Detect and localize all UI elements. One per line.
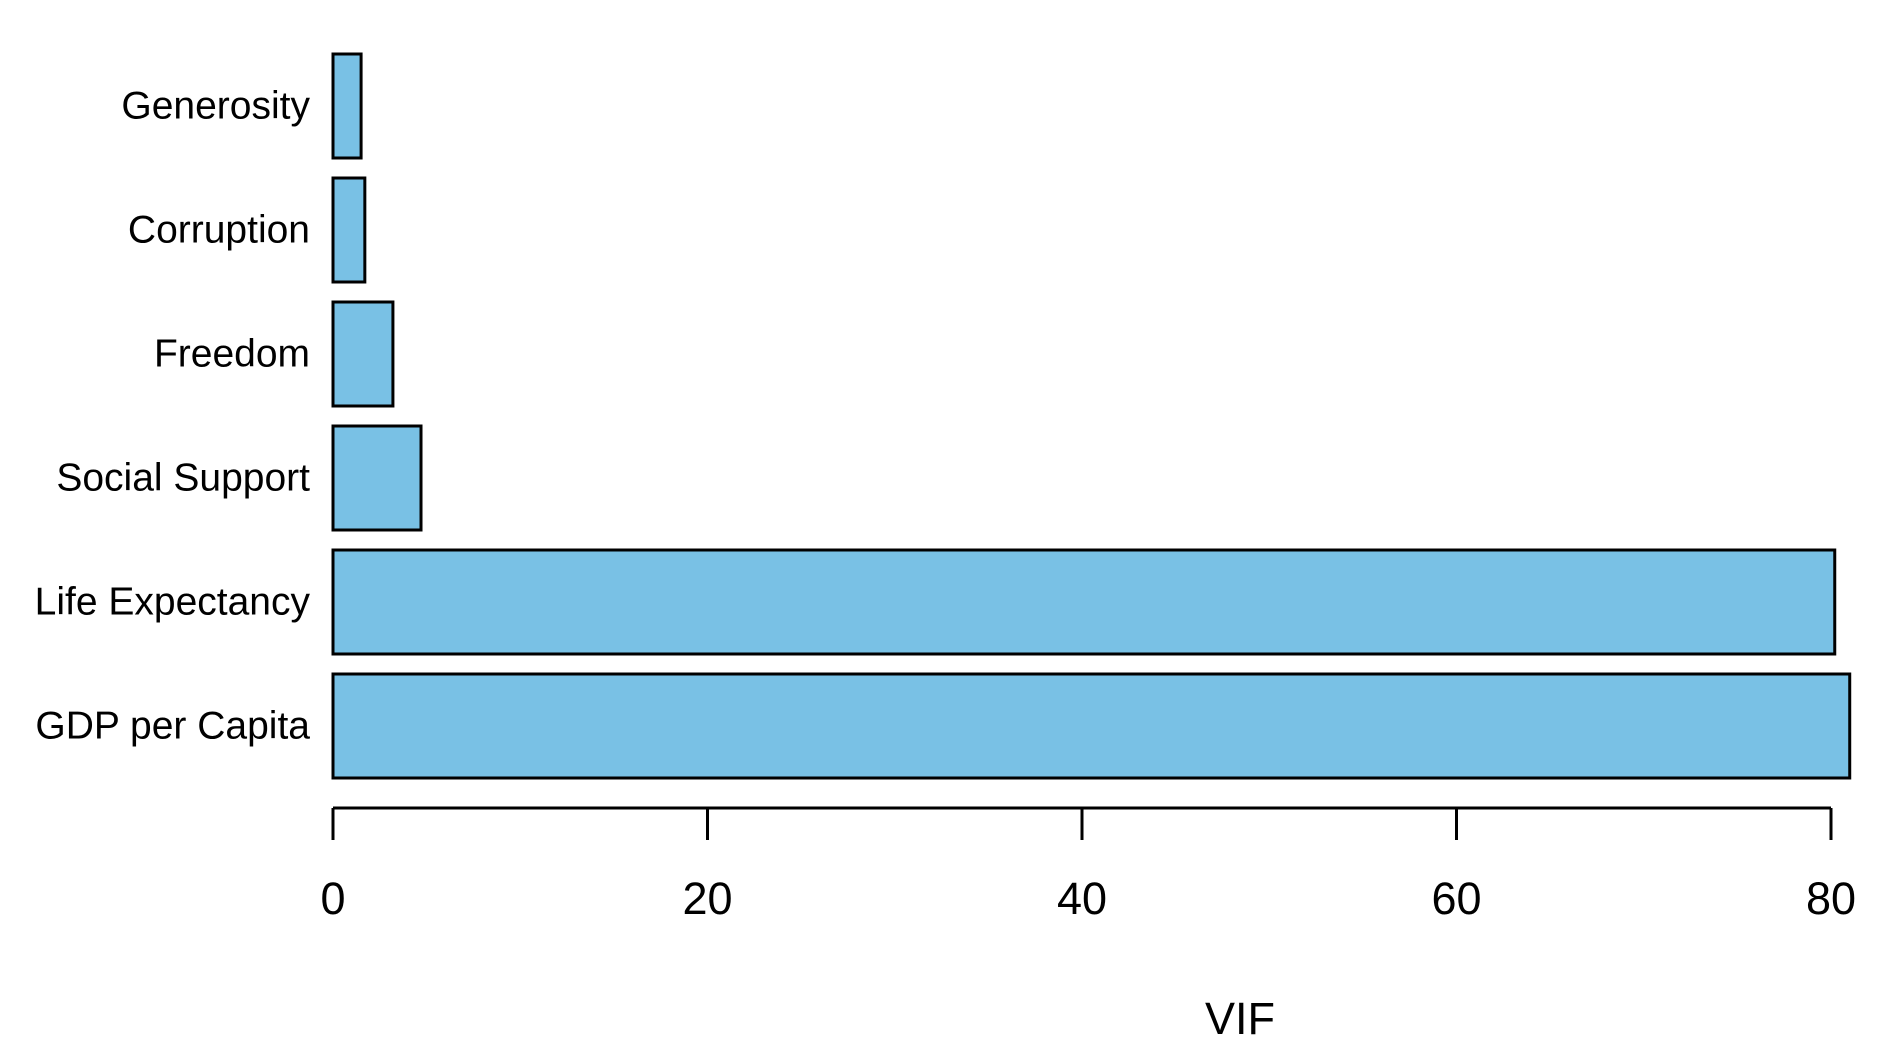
x-tick-label-2: 40 xyxy=(1057,873,1107,924)
bar-generosity xyxy=(331,52,363,160)
bar-gdp-per-capita xyxy=(331,672,1852,780)
x-tick-label-1: 20 xyxy=(682,873,732,924)
x-ticks: 0 20 40 60 80 xyxy=(320,808,1856,924)
category-labels: GDP per Capita Life Expectancy Social Supp… xyxy=(35,85,311,748)
x-tick-label-4: 80 xyxy=(1806,873,1856,924)
bar-life-expectancy xyxy=(331,548,1837,656)
bars-group xyxy=(331,52,1852,780)
category-label-generosity: Generosity xyxy=(121,85,310,128)
category-label-corruption: Corruption xyxy=(128,209,310,252)
category-label-freedom: Freedom xyxy=(154,333,310,376)
bar-corruption xyxy=(331,176,367,284)
x-axis: 0 20 40 60 80 xyxy=(320,806,1856,924)
bar-social-support xyxy=(331,424,423,532)
category-label-social-support: Social Support xyxy=(56,457,310,500)
x-axis-title: VIF xyxy=(1205,993,1275,1044)
category-label-life-expectancy: Life Expectancy xyxy=(35,581,311,624)
x-tick-label-0: 0 xyxy=(320,873,345,924)
x-tick-label-3: 60 xyxy=(1431,873,1481,924)
category-label-gdp-per-capita: GDP per Capita xyxy=(35,705,310,748)
bar-freedom xyxy=(331,300,395,408)
